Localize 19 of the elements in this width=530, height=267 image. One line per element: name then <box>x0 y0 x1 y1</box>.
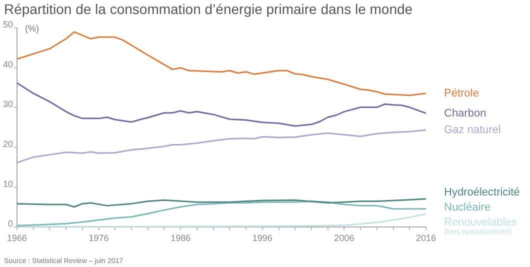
x-tick-label: 1976 <box>88 233 109 244</box>
series-label: Charbon <box>444 107 486 120</box>
y-tick-label: 30 <box>2 99 13 110</box>
x-tick-label: 2016 <box>416 233 436 244</box>
series-label: Pétrole <box>444 87 479 100</box>
x-tick-label: 1996 <box>252 233 272 244</box>
y-tick-label: 20 <box>2 139 13 150</box>
series-label: Nucléaire <box>444 201 490 214</box>
x-tick-label: 2006 <box>334 233 354 244</box>
chart-title: Répartition de la consommation d’énergie primaire dans le monde <box>4 0 413 17</box>
x-tick-label: 1986 <box>170 233 191 244</box>
series-label: Hydroélectricité <box>444 186 520 198</box>
y-tick-label: 50 <box>2 19 13 30</box>
y-tick-label: 10 <box>2 178 13 189</box>
y-tick-label: 40 <box>2 59 13 70</box>
y-axis-title: (%) <box>25 23 39 34</box>
series-label: Gaz naturel <box>444 124 501 136</box>
x-tick-label: 1966 <box>6 233 28 244</box>
y-tick-label: 0 <box>8 218 13 229</box>
